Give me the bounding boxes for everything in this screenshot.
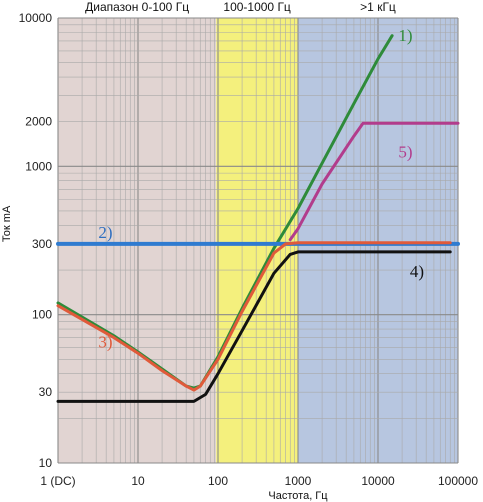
y-tick-label: 1000 xyxy=(25,159,52,173)
y-axis-title: Ток mA xyxy=(1,205,13,242)
x-tick-label: 100000 xyxy=(438,474,478,488)
frequency-bands xyxy=(58,18,458,463)
band-label: 100-1000 Гц xyxy=(223,0,291,14)
series-labels: 1) 2) 3) 4) 5) xyxy=(98,26,424,352)
y-tick-label: 10 xyxy=(39,456,53,470)
series-label-4: 4) xyxy=(410,262,424,281)
band-1 xyxy=(216,18,298,463)
x-tick-label: 1 (DC) xyxy=(40,474,75,488)
tick-labels: 1 (DC) 10 100 1000 10000 100000 10000 2000 1000 3… xyxy=(19,11,479,488)
x-tick-label: 100 xyxy=(208,474,228,488)
y-tick-label: 10000 xyxy=(19,11,53,25)
y-tick-label: 2000 xyxy=(25,115,52,129)
series-lines xyxy=(56,34,460,403)
x-tick-label: 1000 xyxy=(285,474,312,488)
series-label-3: 3) xyxy=(98,333,112,352)
band-label: >1 кГц xyxy=(360,0,396,14)
y-tick-label: 300 xyxy=(32,237,52,251)
y-tick-label: 100 xyxy=(32,308,52,322)
series-label-2: 2) xyxy=(98,223,112,242)
series-label-5: 5) xyxy=(398,142,412,161)
x-tick-label: 10000 xyxy=(361,474,395,488)
series-label-1: 1) xyxy=(398,26,412,45)
x-tick-label: 10 xyxy=(131,474,145,488)
y-tick-label: 30 xyxy=(39,385,53,399)
band-0 xyxy=(58,18,217,463)
band-label: Диапазон 0-100 Гц xyxy=(85,0,189,14)
series-line-4 xyxy=(56,250,452,403)
series-line-5 xyxy=(288,121,460,242)
x-axis-title: Частота, Гц xyxy=(268,490,328,502)
band-labels: Диапазон 0-100 Гц 100-1000 Гц >1 кГц xyxy=(85,0,396,14)
series-line-3 xyxy=(56,241,452,392)
